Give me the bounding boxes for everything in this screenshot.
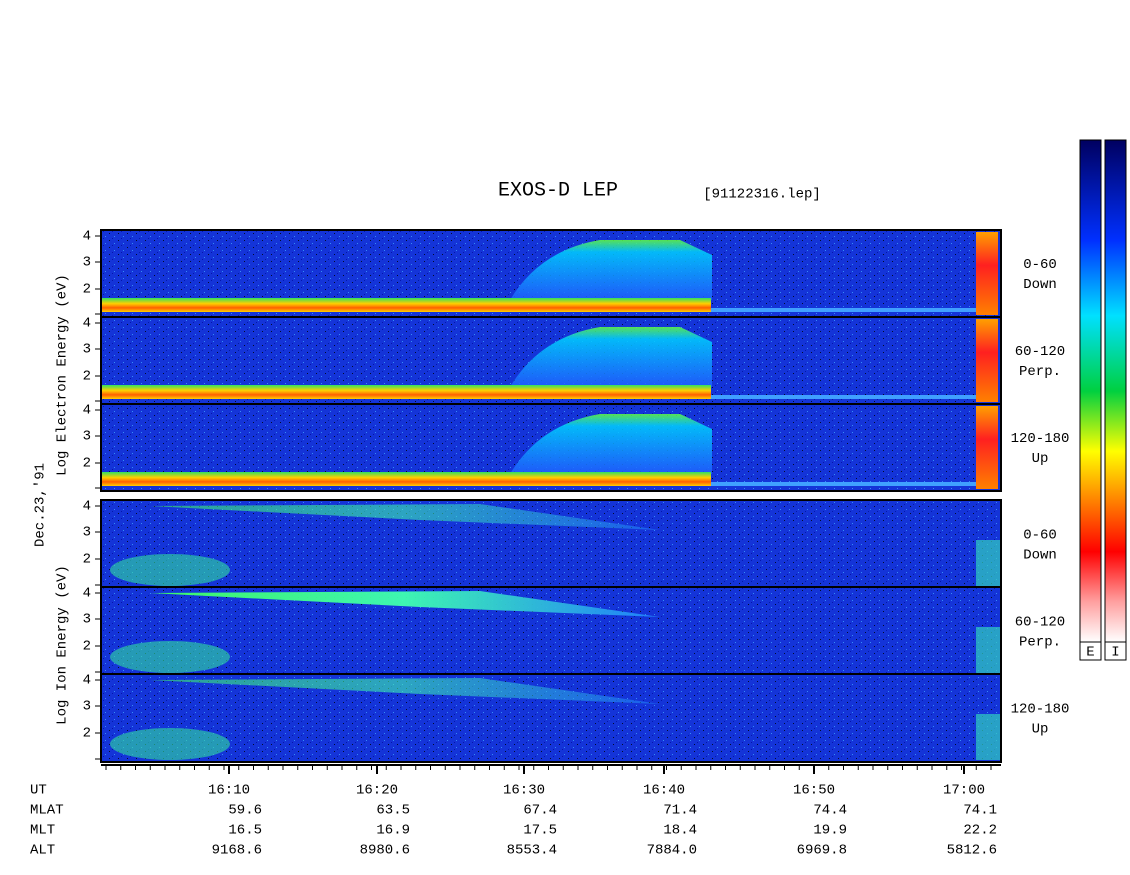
y-tick-label: 3 [83,429,91,445]
y-tick-label: 4 [83,499,91,515]
direction-label: Down [1023,548,1057,564]
row-label: ALT [30,843,55,859]
direction-label: Up [1032,451,1049,467]
row-value: 74.1 [963,803,997,819]
row-value: 71.4 [663,803,697,819]
row-value: 67.4 [523,803,557,819]
row-value: 63.5 [376,803,410,819]
low-energy-band [101,385,711,399]
row-value: 8980.6 [360,843,410,859]
row-value: 6969.8 [797,843,847,859]
row-value: 22.2 [963,823,997,839]
ion-blob [110,554,230,586]
x-tick-label: 16:10 [208,783,250,799]
hot-strip [976,714,1000,760]
noise [101,500,1001,588]
noise [101,674,1001,762]
hot-strip [976,319,998,402]
row-value: 16.5 [228,823,262,839]
pitch-label: 0-60 [1023,528,1057,544]
x-tick-label: 16:50 [793,783,835,799]
row-label: MLT [30,823,55,839]
title: EXOS-D LEP [498,179,618,202]
direction-label: Perp. [1019,364,1061,380]
low-energy-band [711,308,976,312]
y-tick-label: 2 [83,726,91,742]
colorbar [1079,139,1102,643]
pitch-label: 120-180 [1011,702,1070,718]
y-tick-label: 2 [83,639,91,655]
arc-feature [510,414,712,474]
row-value: 17.5 [523,823,557,839]
y-tick-label: 3 [83,255,91,271]
y-tick-label: 3 [83,612,91,628]
direction-label: Down [1023,277,1057,293]
row-value: 5812.6 [947,843,997,859]
noise [101,587,1001,675]
ion-axis-label: Log Ion Energy (eV) [55,565,71,725]
file-name: [91122316.lep] [703,187,821,203]
y-tick-label: 2 [83,456,91,472]
low-energy-band [711,482,976,486]
y-tick-label: 4 [83,229,91,245]
y-tick-label: 3 [83,699,91,715]
low-energy-band [101,298,711,312]
panel-frame [100,673,1002,763]
x-tick-label: 17:00 [943,783,985,799]
panel-frame [100,403,1002,492]
row-value: 18.4 [663,823,697,839]
ion-wedge [150,591,660,617]
pitch-label: 60-120 [1015,615,1065,631]
colorbar [1104,139,1127,643]
y-tick-label: 4 [83,316,91,332]
ion-wedge [150,678,660,704]
row-value: 74.4 [813,803,847,819]
x-tick-label: 16:30 [503,783,545,799]
row-label: UT [30,783,47,799]
row-value: 9168.6 [212,843,262,859]
hot-strip [976,627,1000,673]
y-tick-label: 3 [83,525,91,541]
date: Dec.23,'91 [33,463,49,547]
low-energy-band [711,395,976,399]
direction-label: Perp. [1019,635,1061,651]
hot-strip [976,406,998,489]
y-tick-label: 2 [83,282,91,298]
row-value: 8553.4 [507,843,557,859]
y-tick-label: 4 [83,586,91,602]
y-tick-label: 3 [83,342,91,358]
y-tick-label: 4 [83,673,91,689]
row-value: 16.9 [376,823,410,839]
x-tick-label: 16:40 [643,783,685,799]
electron-axis-label: Log Electron Energy (eV) [55,274,71,476]
ion-blob [110,728,230,760]
x-tick-label: 16:20 [356,783,398,799]
hot-strip [976,540,1000,586]
arc-feature [510,240,712,300]
pitch-label: 60-120 [1015,344,1065,360]
colorbar-box [1079,641,1102,661]
row-value: 19.9 [813,823,847,839]
colorbar-label: E [1086,645,1094,661]
colorbar-label: I [1111,645,1119,661]
pitch-label: 0-60 [1023,257,1057,273]
direction-label: Up [1032,722,1049,738]
row-label: MLAT [30,803,64,819]
y-tick-label: 2 [83,552,91,568]
colorbar-box [1104,641,1127,661]
y-tick-label: 2 [83,369,91,385]
row-value: 7884.0 [647,843,697,859]
row-value: 59.6 [228,803,262,819]
low-energy-band [101,472,711,486]
ion-wedge [150,504,660,530]
pitch-label: 120-180 [1011,431,1070,447]
ion-blob [110,641,230,673]
hot-strip [976,232,998,315]
arc-feature [510,327,712,387]
y-tick-label: 4 [83,403,91,419]
